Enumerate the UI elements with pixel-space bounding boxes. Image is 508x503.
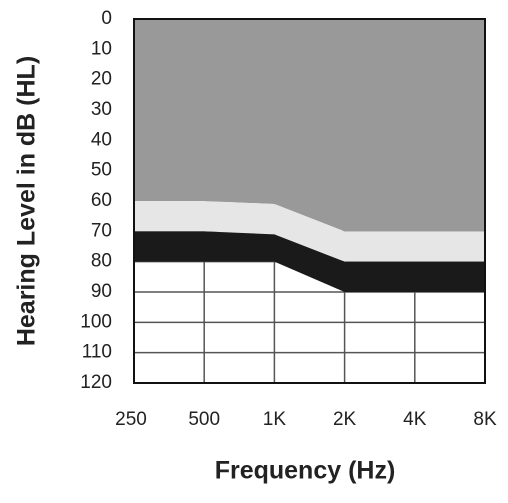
area-band	[134, 19, 485, 232]
area-band	[134, 201, 485, 262]
y-tick-label: 70	[91, 220, 112, 241]
x-tick-label: 2K	[333, 409, 357, 430]
y-tick-label: 110	[82, 342, 112, 363]
y-tick-label: 120	[80, 372, 112, 393]
y-axis-title: Hearing Level in dB (HL)	[13, 56, 41, 346]
x-tick-label: 250	[115, 409, 147, 430]
x-tick-label: 500	[188, 409, 220, 430]
plot-border	[133, 18, 486, 384]
y-tick-label: 80	[91, 251, 112, 272]
y-tick-label: 30	[91, 99, 112, 120]
y-tick-label: 10	[91, 38, 112, 59]
area-band	[134, 231, 485, 292]
x-tick-label: 1K	[263, 409, 287, 430]
y-tick-label: 50	[91, 160, 112, 181]
y-tick-label: 0	[101, 8, 112, 29]
y-tick-label: 90	[91, 281, 112, 302]
y-tick-label: 40	[91, 129, 112, 150]
x-axis-title: Frequency (Hz)	[215, 457, 396, 485]
x-tick-label: 8K	[473, 409, 497, 430]
y-tick-label: 100	[80, 311, 112, 332]
y-tick-label: 20	[91, 69, 112, 90]
x-tick-label: 4K	[403, 409, 427, 430]
y-tick-label: 60	[91, 190, 112, 211]
